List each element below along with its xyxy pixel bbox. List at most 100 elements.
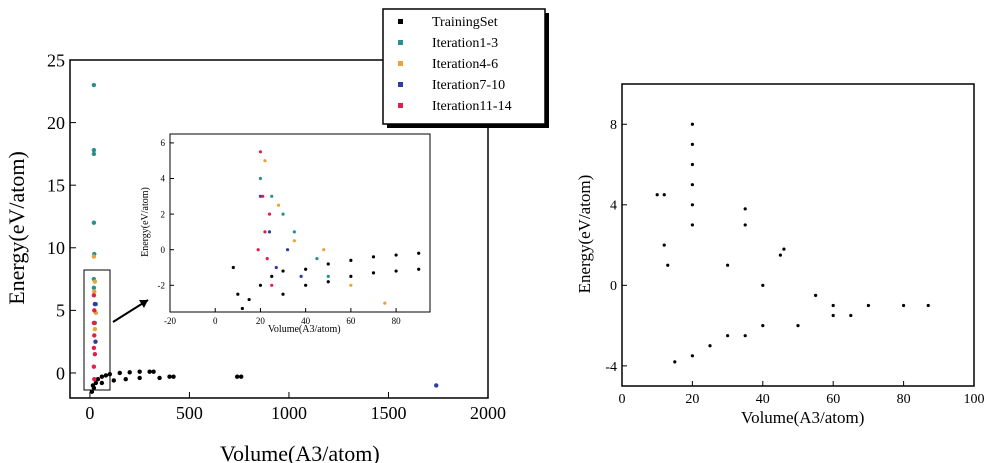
left-point bbox=[91, 220, 97, 225]
right-x-tick-label: 60 bbox=[826, 392, 840, 407]
right-point bbox=[831, 303, 835, 308]
inset-point bbox=[281, 212, 285, 216]
inset-point bbox=[394, 269, 398, 273]
right-point bbox=[796, 324, 800, 328]
legend-items: TrainingSet Iteration1-3 Iteration4-6 Itera… bbox=[398, 15, 512, 114]
right-y-tick-label: 0 bbox=[610, 279, 617, 294]
inset-point bbox=[285, 248, 290, 252]
inset-plot-frame bbox=[169, 133, 431, 313]
inset-point bbox=[326, 262, 330, 266]
right-point bbox=[831, 313, 835, 318]
legend-label: Iteration11-14 bbox=[432, 99, 512, 114]
inset-point bbox=[299, 274, 303, 278]
left-point bbox=[111, 378, 116, 383]
right-x-tick-label: 80 bbox=[897, 392, 911, 407]
legend-label: Iteration4-6 bbox=[432, 57, 498, 72]
legend-label: Iteration1-3 bbox=[432, 36, 498, 51]
left-point bbox=[99, 380, 105, 386]
inset-point bbox=[304, 283, 308, 287]
legend-marker bbox=[398, 40, 403, 45]
inset-point bbox=[256, 248, 260, 252]
legend-label: TrainingSet bbox=[432, 15, 498, 30]
left-point bbox=[91, 385, 97, 391]
left-point bbox=[171, 374, 176, 379]
inset-point bbox=[240, 306, 244, 311]
inset-point bbox=[349, 258, 353, 262]
right-point bbox=[726, 334, 730, 338]
inset-point bbox=[270, 274, 274, 278]
right-x-tick-label: 0 bbox=[619, 392, 626, 407]
inset-point bbox=[417, 267, 421, 271]
legend: TrainingSet Iteration1-3 Iteration4-6 Itera… bbox=[382, 8, 549, 128]
right-point bbox=[690, 223, 695, 227]
inset-point bbox=[231, 265, 235, 270]
inset-point bbox=[292, 230, 296, 234]
left-point bbox=[103, 373, 109, 378]
right-point bbox=[743, 207, 747, 211]
left-point bbox=[92, 289, 97, 294]
left-plot-frame bbox=[69, 59, 489, 399]
inset-point bbox=[263, 159, 267, 163]
left-point bbox=[91, 364, 97, 369]
right-point bbox=[708, 344, 712, 348]
inset-point bbox=[265, 257, 269, 261]
left-point bbox=[91, 254, 97, 259]
left-point bbox=[92, 326, 98, 332]
left-point bbox=[434, 383, 439, 388]
left-points bbox=[89, 82, 439, 394]
inset-point bbox=[281, 269, 285, 273]
inset-y-tick-label: 6 bbox=[161, 138, 166, 148]
left-x-tick-label: 500 bbox=[176, 403, 203, 423]
left-point bbox=[92, 377, 97, 382]
right-points bbox=[655, 122, 930, 364]
left-y-tick-label: 20 bbox=[47, 113, 65, 133]
inset-y-tick-label: -2 bbox=[158, 280, 166, 290]
inset-point bbox=[267, 212, 272, 216]
left-point bbox=[95, 377, 101, 382]
right-point bbox=[662, 243, 666, 247]
left-point bbox=[92, 351, 98, 357]
right-x-tick-label: 40 bbox=[756, 392, 770, 407]
left-point bbox=[91, 82, 97, 88]
left-point bbox=[235, 374, 240, 379]
left-point bbox=[92, 333, 97, 338]
left-point bbox=[147, 369, 152, 374]
left-x-axis-label: Volume(A3/atom) bbox=[220, 441, 380, 463]
right-point bbox=[743, 223, 747, 227]
left-point bbox=[137, 369, 142, 374]
legend-box bbox=[382, 8, 546, 125]
legend-label: Iteration7-10 bbox=[432, 78, 505, 93]
inset-point bbox=[326, 274, 330, 278]
inset-point bbox=[315, 257, 319, 261]
right-point bbox=[662, 193, 666, 197]
inset-y-tick-label: 0 bbox=[161, 245, 166, 255]
left-x-tick-label: 1000 bbox=[271, 403, 307, 423]
inset-point bbox=[258, 176, 263, 181]
right-x-tick-label: 20 bbox=[685, 392, 699, 407]
left-y-tick-label: 0 bbox=[56, 363, 65, 383]
inset-point bbox=[371, 255, 376, 259]
left-point bbox=[91, 293, 97, 298]
left-point bbox=[137, 375, 142, 381]
left-point bbox=[93, 339, 98, 344]
inset-x-axis-label: Volume(A3/atom) bbox=[268, 324, 341, 335]
right-point bbox=[814, 293, 818, 297]
left-point bbox=[123, 377, 128, 382]
right-point bbox=[761, 283, 765, 287]
inset-point bbox=[247, 297, 251, 302]
right-point bbox=[761, 324, 765, 328]
right-point bbox=[849, 313, 853, 318]
legend-marker bbox=[398, 19, 403, 24]
inset-point bbox=[304, 267, 308, 271]
right-point bbox=[690, 142, 695, 146]
left-y-tick-label: 5 bbox=[56, 301, 65, 321]
right-point bbox=[690, 162, 695, 167]
left-point bbox=[167, 374, 172, 379]
inset-x-tick-label: -20 bbox=[164, 316, 176, 326]
right-plot-frame bbox=[621, 83, 975, 387]
inset-point bbox=[383, 301, 387, 305]
inset-x-tick-label: 20 bbox=[256, 316, 266, 326]
legend-marker bbox=[398, 103, 403, 108]
